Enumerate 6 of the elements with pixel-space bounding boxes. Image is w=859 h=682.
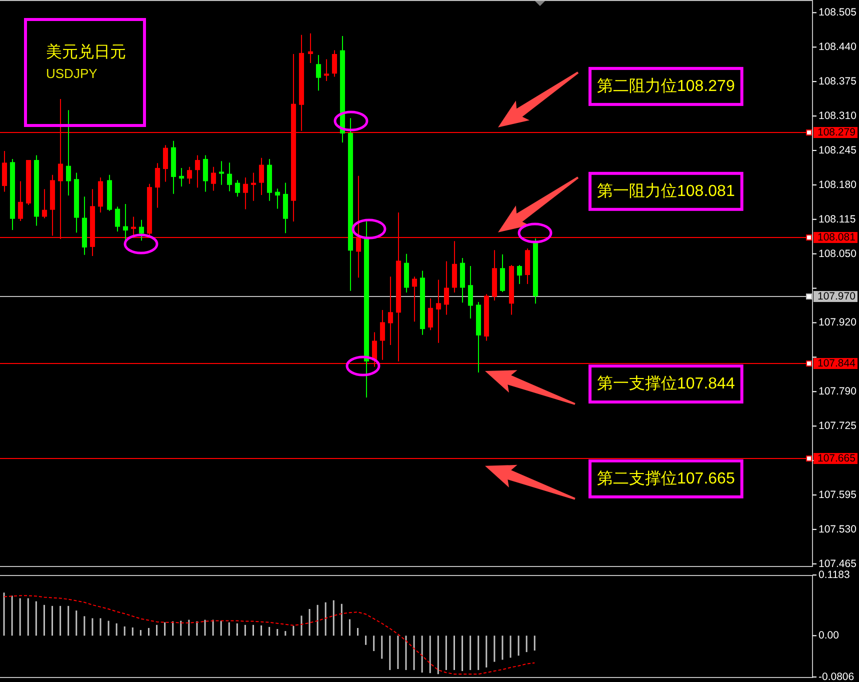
annotation: 第二支撑位107.665 xyxy=(597,470,735,488)
annotation: 第一阻力位108.081 xyxy=(597,182,735,200)
subtitle: USDJPY xyxy=(46,66,98,81)
annotation: 第二阻力位108.279 xyxy=(597,78,735,95)
title: 美元兑日元 xyxy=(46,44,126,61)
annotation: 第一支撑位107.844 xyxy=(597,376,735,392)
